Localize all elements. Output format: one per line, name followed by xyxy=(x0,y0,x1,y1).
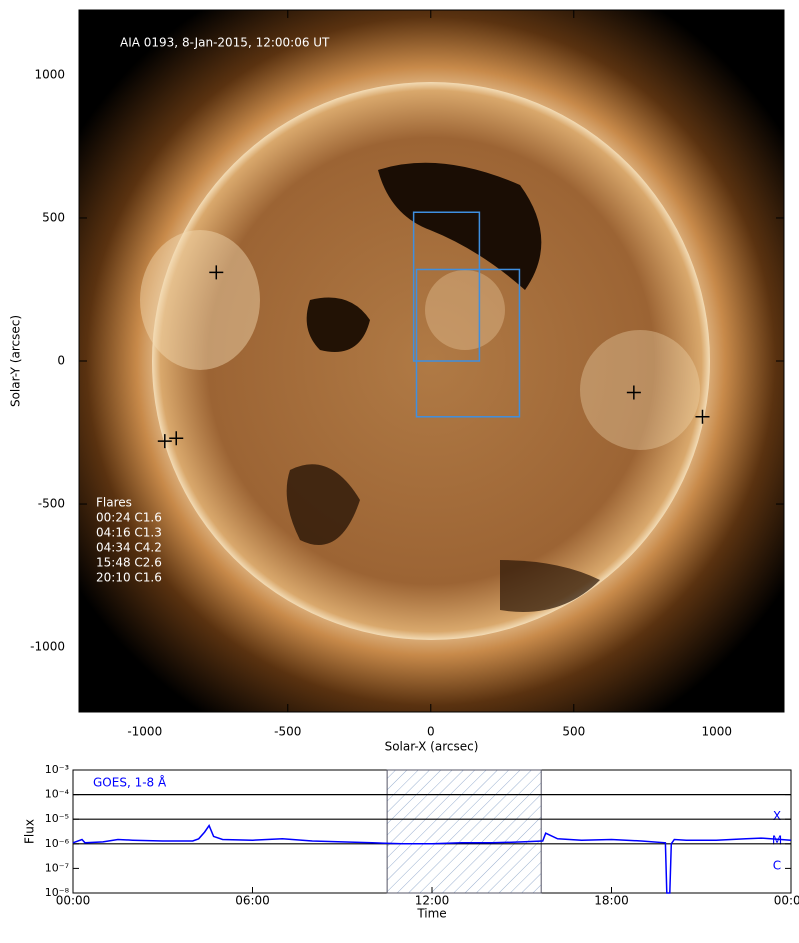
flare-entry: 20:10 C1.6 xyxy=(96,571,162,585)
x-tick-label: -500 xyxy=(274,725,301,739)
flare-entry: 04:16 C1.3 xyxy=(96,526,162,540)
y-tick-label: 1000 xyxy=(34,67,65,81)
annotation: AIA 0193, 8-Jan-2015, 12:00:06 UT xyxy=(120,36,330,50)
x-tick-label: 500 xyxy=(562,725,585,739)
x-tick-label: 1000 xyxy=(702,725,733,739)
y-tick-label: 10⁻⁷ xyxy=(45,861,69,874)
y-tick-label: 10⁻⁴ xyxy=(45,788,70,801)
y-axis-label: Flux xyxy=(23,819,37,844)
flare-marker xyxy=(169,431,184,446)
y-tick-label: 0 xyxy=(57,354,65,368)
y-tick-label: -500 xyxy=(38,497,65,511)
x-tick-label: 00:00 xyxy=(56,894,91,908)
x-axis-label: Time xyxy=(416,907,446,921)
class-label: C xyxy=(773,858,781,872)
flare-entry: 04:34 C4.2 xyxy=(96,541,162,555)
legend-entry: GOES, 1-8 Å xyxy=(93,775,167,790)
region-box xyxy=(412,211,481,362)
x-tick-label: -1000 xyxy=(127,725,162,739)
class-label: M xyxy=(772,834,782,848)
flare-marker xyxy=(209,265,224,280)
solar-image xyxy=(79,10,784,712)
x-tick-label: 06:00 xyxy=(235,894,270,908)
x-axis-label: Solar-X (arcsec) xyxy=(385,740,479,754)
y-tick-label: 10⁻⁶ xyxy=(45,837,70,850)
x-tick-label: 0 xyxy=(427,725,435,739)
y-tick-label: 10⁻⁸ xyxy=(45,886,70,899)
flare-marker xyxy=(626,385,641,400)
shaded-interval xyxy=(386,769,542,894)
y-tick-label: -1000 xyxy=(30,640,65,654)
x-tick-label: 00:00 xyxy=(774,894,799,908)
y-tick-label: 10⁻³ xyxy=(45,763,69,776)
series-line xyxy=(72,824,792,894)
y-tick-label: 500 xyxy=(42,210,65,224)
region-box xyxy=(415,268,521,418)
y-tick-label: 10⁻⁵ xyxy=(45,812,69,825)
class-label: X xyxy=(773,809,781,823)
flare-entry: 00:24 C1.6 xyxy=(96,511,162,525)
flare-marker xyxy=(157,434,172,449)
x-tick-label: 18:00 xyxy=(594,894,629,908)
flare-entry: 15:48 C2.6 xyxy=(96,556,162,570)
x-tick-label: 12:00 xyxy=(415,894,450,908)
flares-title: Flares xyxy=(96,496,132,510)
y-axis-label: Solar-Y (arcsec) xyxy=(9,315,23,407)
flare-marker xyxy=(695,409,710,424)
